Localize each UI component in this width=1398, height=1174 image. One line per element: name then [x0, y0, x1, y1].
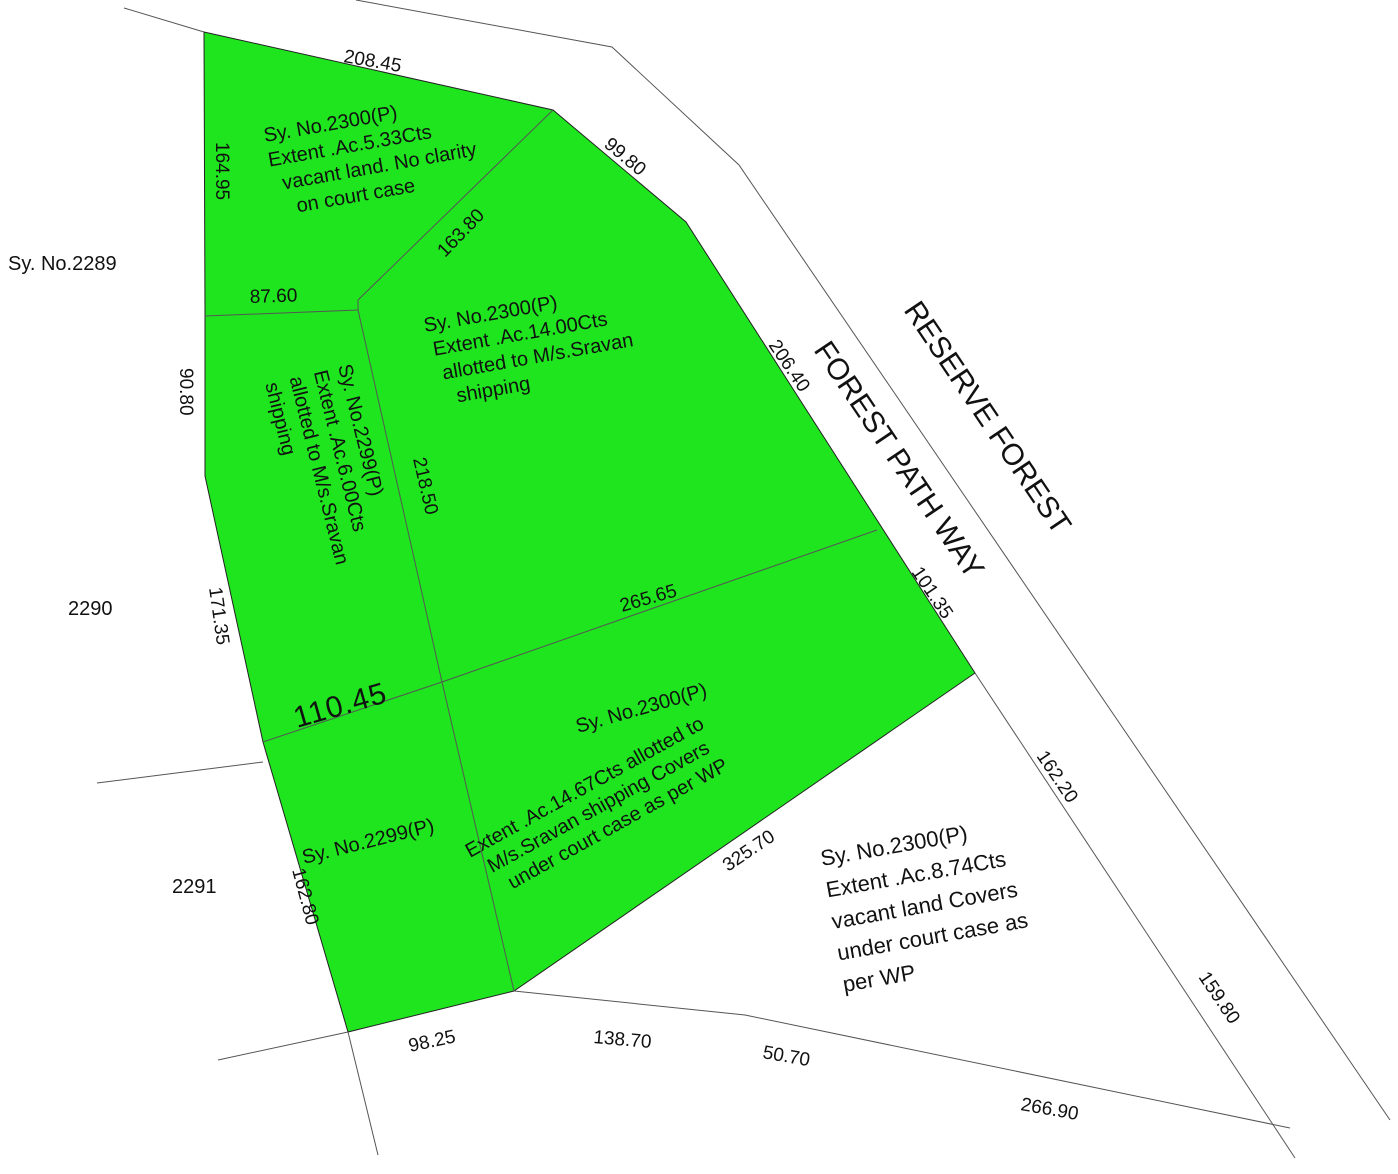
dimension-87-60: 87.60	[249, 285, 297, 308]
boundary-line	[513, 990, 1291, 1129]
division-line	[262, 681, 443, 743]
boundary-line	[123, 7, 205, 33]
dimension-50-70: 50.70	[761, 1042, 811, 1071]
reserve-forest-edge	[355, 0, 1391, 1121]
dimension-266-90: 266.90	[1019, 1094, 1080, 1125]
neighbour-sy-2289: Sy. No.2289	[8, 253, 117, 275]
allotted-parcels-area	[203, 31, 976, 1033]
forest-path-edge	[974, 672, 1296, 1159]
division-line	[357, 109, 554, 301]
parcel-label-sy2300-14-00: Sy. No.2300(P) Extent .Ac.14.00Cts allot…	[422, 292, 635, 408]
dimension-171-35: 171.35	[204, 586, 233, 646]
division-line	[357, 300, 515, 992]
boundary-line	[347, 1031, 379, 1156]
dimension-98-25: 98.25	[407, 1026, 458, 1056]
dimension-162-20: 162.20	[1032, 747, 1082, 807]
dimension-90-80: 90.80	[175, 368, 196, 416]
parcel-text-line: per WP	[841, 960, 918, 997]
dimension-159-80: 159.80	[1194, 968, 1244, 1028]
boundary-line	[217, 1031, 349, 1061]
division-line	[441, 529, 878, 683]
neighbour-sy-2291: 2291	[172, 876, 217, 898]
parcel-label-sy2300-8-74: Sy. No.2300(P) Extent .Ac.8.74Cts vacant…	[819, 820, 1030, 997]
dimension-164-95: 164.95	[211, 142, 232, 200]
dimension-138-70: 138.70	[593, 1027, 653, 1053]
boundary-line	[96, 761, 264, 784]
division-line	[204, 309, 359, 317]
neighbour-sy-2290: 2290	[68, 598, 113, 620]
